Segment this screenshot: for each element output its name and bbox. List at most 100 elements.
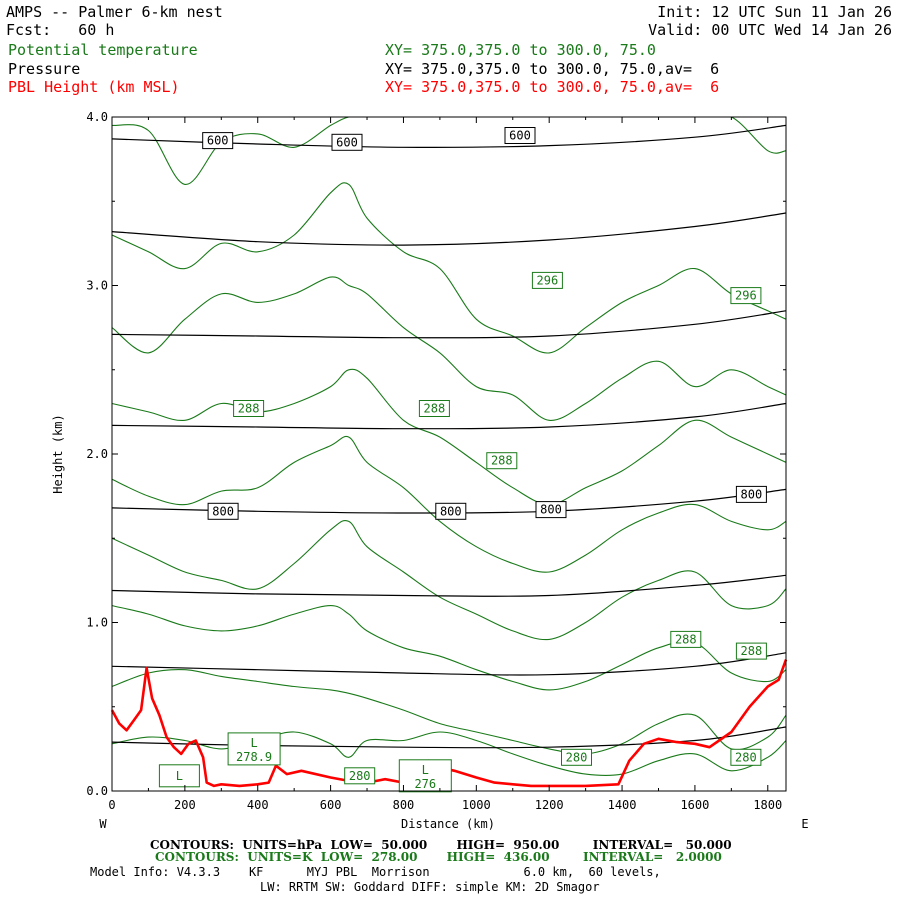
- physics-info: LW: RRTM SW: Goddard DIFF: simple KM: 2D…: [260, 880, 600, 894]
- y-tick-label: 0.0: [86, 784, 108, 798]
- pressure-label-box: [202, 132, 234, 150]
- field-pressure: Pressure: [8, 60, 81, 78]
- low-label-letter: L: [422, 763, 429, 777]
- theta-label-text: 280: [566, 750, 588, 764]
- theta-label: 288: [486, 452, 518, 470]
- theta-label: 280: [344, 767, 376, 785]
- x-tick-label: 1000: [462, 798, 491, 812]
- pressure-label-text: 800: [540, 503, 562, 517]
- theta-label: 296: [730, 287, 762, 305]
- xy-pbl: XY= 375.0,375.0 to 300.0, 75.0,av= 6: [385, 78, 720, 96]
- low-label: L: [158, 764, 200, 788]
- x-tick-label: 400: [247, 798, 269, 812]
- theta-label-box: [730, 748, 762, 766]
- x-tick-label: 1600: [680, 798, 709, 812]
- x-tick-label: 0: [108, 798, 115, 812]
- pressure-label: 600: [504, 127, 536, 144]
- pressure-label-box: [504, 127, 536, 144]
- y-tick-label: 3.0: [86, 279, 108, 293]
- theta-label-box: [418, 400, 450, 417]
- low-label-letter: L: [176, 769, 183, 783]
- pressure-label: 800: [435, 502, 467, 520]
- theta-label-text: 288: [741, 644, 763, 658]
- low-label-box: [398, 759, 452, 793]
- x-tick-label: 1200: [535, 798, 564, 812]
- theta-label: 280: [561, 748, 592, 766]
- pressure-contour-line: [111, 124, 787, 149]
- valid-time: Valid: 00 UTC Wed 14 Jan 26: [648, 21, 892, 39]
- pressure-label: 800: [735, 485, 767, 503]
- east-label: E: [801, 817, 808, 831]
- west-label: W: [99, 817, 107, 831]
- pressure-label-box: [207, 502, 239, 520]
- theta-label-text: 296: [735, 289, 757, 303]
- pressure-contours: [111, 124, 787, 749]
- x-tick-label: 1800: [753, 798, 782, 812]
- theta-label-text: 288: [238, 402, 260, 416]
- x-tick-label: 800: [393, 798, 415, 812]
- pressure-label-text: 800: [212, 504, 234, 518]
- theta-contours: [111, 116, 787, 777]
- pressure-label-box: [535, 501, 567, 519]
- theta-label-text: 296: [537, 273, 559, 287]
- xy-theta: XY= 375.0,375.0 to 300.0, 75.0: [385, 41, 656, 59]
- theta-contour-line: [111, 182, 787, 354]
- x-tick-label: 600: [320, 798, 342, 812]
- theta-contour-line: [111, 368, 787, 506]
- pressure-label-text: 600: [207, 134, 229, 148]
- model-info: Model Info: V4.3.3 KF MYJ PBL Morrison 6…: [90, 865, 661, 879]
- y-axis-label: Height (km): [51, 414, 65, 493]
- y-tick-label: 1.0: [86, 616, 108, 630]
- theta-label: 288: [670, 630, 702, 648]
- theta-contour-line: [111, 276, 787, 421]
- pressure-label-text: 600: [336, 135, 358, 149]
- init-time: Init: 12 UTC Sun 11 Jan 26: [657, 3, 892, 21]
- theta-label-box: [233, 400, 265, 417]
- pressure-label-box: [435, 502, 467, 520]
- pressure-contour-line: [111, 574, 787, 597]
- theta-contour-line: [111, 116, 787, 185]
- low-label-value: 276: [414, 777, 436, 791]
- theta-label-box: [670, 630, 702, 648]
- pressure-contour-line: [111, 726, 787, 749]
- forecast-hour: Fcst: 60 h: [6, 21, 115, 39]
- xy-pressure: XY= 375.0,375.0 to 300.0, 75.0,av= 6: [385, 60, 720, 78]
- contour-labels: 600 600 600 800 800 800 800 296 296 288 288 288 288 2…: [158, 127, 767, 793]
- theta-label-text: 288: [675, 632, 697, 646]
- theta-label: 288: [233, 400, 265, 417]
- x-tick-label: 1400: [608, 798, 637, 812]
- pressure-label-box: [331, 133, 363, 151]
- theta-label-box: [561, 748, 592, 766]
- pressure-label: 600: [331, 133, 363, 151]
- x-axis-label: Distance (km): [401, 817, 495, 831]
- x-tick-label: 200: [174, 798, 196, 812]
- pressure-label-box: [735, 485, 767, 503]
- y-tick-label: 2.0: [86, 447, 108, 461]
- low-label-box: [158, 764, 200, 788]
- theta-label: 296: [531, 271, 563, 289]
- theta-label: 280: [730, 748, 762, 766]
- low-label-box: [227, 732, 281, 766]
- theta-label-box: [735, 642, 767, 660]
- theta-label: 288: [735, 642, 767, 660]
- field-pbl-height: PBL Height (km MSL): [8, 78, 180, 96]
- pressure-label-text: 800: [741, 487, 763, 501]
- low-label-letter: L: [250, 736, 257, 750]
- theta-label-text: 288: [491, 454, 513, 468]
- chart-title: AMPS -- Palmer 6-km nest: [6, 3, 223, 21]
- theta-label-box: [730, 287, 762, 305]
- theta-label-text: 280: [735, 750, 757, 764]
- low-label-value: 278.9: [236, 750, 272, 764]
- pressure-contour-line: [111, 652, 787, 676]
- pressure-contour-line: [111, 310, 787, 339]
- theta-label-box: [344, 767, 376, 785]
- pressure-contour-line: [111, 402, 787, 430]
- plot-frame: [111, 116, 787, 792]
- axes: 0 200 400 600 800 1000 1200 1400 1600 1800 0.0 1.0 2…: [86, 110, 786, 812]
- theta-contour-line: [111, 435, 787, 573]
- pressure-label-text: 800: [440, 504, 462, 518]
- y-tick-label: 4.0: [86, 110, 108, 124]
